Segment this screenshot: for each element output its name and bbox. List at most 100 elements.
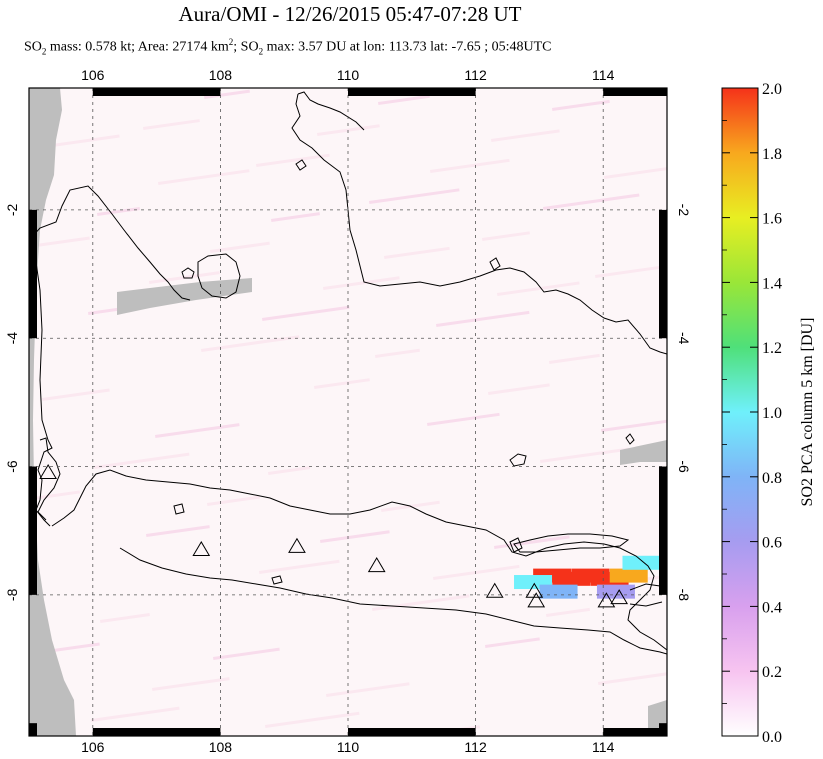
noise-streak xyxy=(485,637,540,648)
noise-streak xyxy=(259,559,340,574)
noise-streak xyxy=(210,241,270,253)
frame-bar-top xyxy=(348,88,476,96)
noise-streak xyxy=(152,677,230,691)
x-tick-label-bottom: 114 xyxy=(592,739,615,755)
x-tick-label-top: 106 xyxy=(81,67,105,83)
so2-plume-cell xyxy=(539,584,578,599)
y-tick-label-left: -8 xyxy=(4,588,20,601)
x-tick-label-bottom: 112 xyxy=(464,739,487,755)
noise-streak xyxy=(45,134,120,148)
frame-bar-right xyxy=(659,723,667,736)
frame-bar-bottom xyxy=(603,728,667,736)
colorbar-tick-label: 1.8 xyxy=(762,146,782,163)
colorbar-tick-label: 1.0 xyxy=(762,405,782,422)
noise-streak xyxy=(33,490,80,500)
x-tick-label-bottom: 106 xyxy=(81,739,105,755)
noise-streak xyxy=(158,169,250,185)
noise-streak xyxy=(482,231,530,241)
noise-streak xyxy=(96,207,140,216)
noise-streak xyxy=(604,164,667,179)
no-data-west-edge xyxy=(29,88,76,736)
coast-madura xyxy=(513,533,630,553)
coast-island-small-6 xyxy=(271,575,283,585)
volcano-marker xyxy=(192,540,211,557)
noise-streak xyxy=(320,530,390,543)
coast-island-small-2 xyxy=(295,159,307,171)
noise-streak xyxy=(271,212,320,222)
axis-frame-bars xyxy=(29,88,667,736)
x-tick-labels: 106 106 108 108 110 110 112 112 114 114 xyxy=(81,67,614,755)
volcano-marker xyxy=(485,582,504,598)
y-tick-label-left: -6 xyxy=(4,460,20,473)
x-tick-label-top: 110 xyxy=(337,67,360,83)
coast-island-small-1 xyxy=(173,503,185,515)
gridlines xyxy=(29,88,667,736)
noise-streak xyxy=(372,594,470,611)
y-tick-labels: -2 -2 -4 -4 -6 -6 -8 -8 xyxy=(4,203,692,601)
noise-streak xyxy=(100,613,150,623)
frame-bar-top xyxy=(92,88,221,96)
frame-bar-left xyxy=(29,723,37,736)
y-tick-label-right: -8 xyxy=(676,589,692,602)
noise-streak xyxy=(540,447,630,463)
colorbar-ticks: 0.0 0.2 0.4 0.6 0.8 1.0 1.2 1.4 1.6 1.8 2.0 xyxy=(722,81,782,746)
noise-streak xyxy=(317,124,380,136)
no-data-patch-java-sea xyxy=(117,278,252,315)
noise-streak xyxy=(552,99,610,111)
frame-bar-bottom xyxy=(92,728,221,736)
volcano-marker xyxy=(367,556,386,573)
subtitle-max-text: max: 3.57 DU at lon: 113.73 lat: -7.65 ;… xyxy=(263,39,552,55)
colorbar-tick-label: 0.4 xyxy=(762,599,782,616)
noise-streak xyxy=(267,466,311,475)
noise-streak xyxy=(155,423,240,438)
noise-streak xyxy=(212,647,280,660)
coast-belitung xyxy=(181,267,195,279)
coast-sumatra-south xyxy=(37,437,61,521)
noise-streak xyxy=(262,305,350,321)
noise-streak xyxy=(601,418,667,432)
coast-sumatra xyxy=(29,185,191,527)
chart-subtitle: SO2 mass: 0.578 kt; Area: 27174 km2; SO2… xyxy=(24,37,552,57)
noise-streak xyxy=(375,348,420,358)
noise-streak xyxy=(265,711,360,728)
colorbar-tick-label: 1.4 xyxy=(762,275,782,292)
subtitle-max-label: ; SO xyxy=(233,39,259,55)
subtitle-mass-text: mass: 0.578 kt; Area: 27174 km xyxy=(46,39,229,55)
colorbar-tick-label: 0.2 xyxy=(762,664,782,681)
noise-streak xyxy=(430,158,510,173)
y-tick-label-left: -2 xyxy=(4,203,20,216)
colorbar-label: SO2 PCA column 5 km [DU] xyxy=(799,318,816,507)
noise-streak xyxy=(490,129,560,142)
noise-streak xyxy=(595,265,660,278)
colorbar-tick-label: 0.6 xyxy=(762,535,782,552)
colorbar-tick-label: 2.0 xyxy=(762,81,782,98)
noise-streak xyxy=(200,335,300,352)
so2-plume-cell xyxy=(596,584,635,599)
x-tick-label-bottom: 110 xyxy=(337,739,360,755)
coast-karimun xyxy=(509,453,527,467)
volcano-marker xyxy=(288,537,306,553)
frame-bar-bottom xyxy=(348,728,476,736)
y-tick-label-right: -4 xyxy=(676,332,692,345)
noise-streak xyxy=(384,246,450,259)
coast-java-south xyxy=(119,547,667,655)
noise-streak xyxy=(377,94,430,105)
noise-streak xyxy=(256,153,330,167)
noise-streak xyxy=(543,193,640,210)
noise-streak xyxy=(146,525,210,537)
noise-streak xyxy=(94,452,190,469)
frame-bar-left xyxy=(29,209,37,339)
colorbar-tick-label: 1.6 xyxy=(762,211,782,228)
frame-bar-top xyxy=(603,88,667,96)
noise-streak xyxy=(322,276,400,290)
noise-streak xyxy=(549,353,600,364)
noise-streak xyxy=(143,119,200,130)
coast-bangka xyxy=(197,253,241,299)
coast-borneo xyxy=(291,93,667,355)
noise-streak xyxy=(90,706,180,722)
noise-streak xyxy=(436,310,530,327)
noise-streak xyxy=(36,236,90,247)
no-data-patch-east xyxy=(620,440,667,465)
so2-plume-cell xyxy=(622,555,661,570)
